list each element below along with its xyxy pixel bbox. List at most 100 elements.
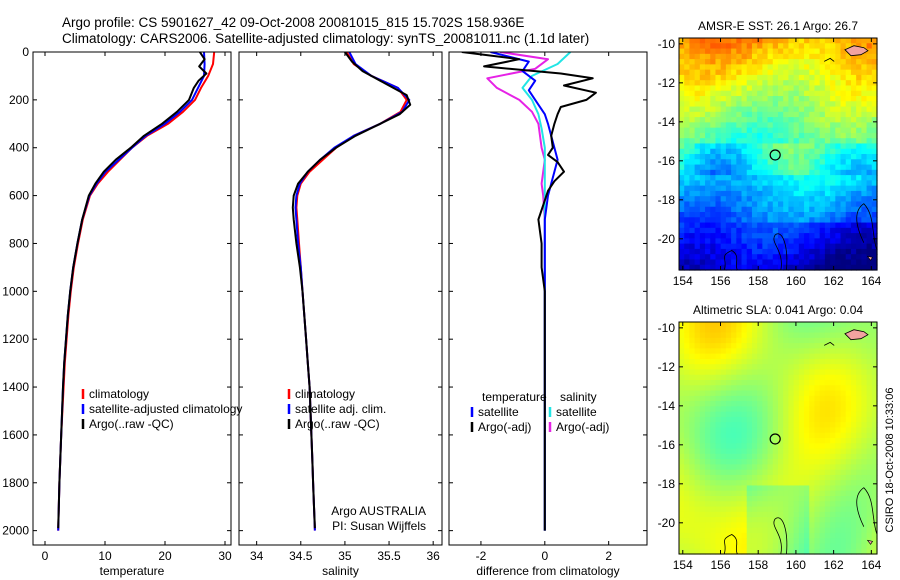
sst_map-cell [778, 90, 784, 97]
sst_map-cell [705, 169, 711, 176]
sst_map-cell [684, 222, 691, 229]
sla_map-cell [679, 517, 685, 523]
sla_map-cell [746, 490, 753, 497]
sla_map-cell [715, 322, 722, 328]
sla_map-cell [798, 548, 805, 555]
sla_map-cell [762, 496, 769, 502]
sst_map-cell [804, 80, 810, 87]
sla_map-cell [746, 432, 753, 439]
sla_map-cell [778, 474, 784, 481]
sla_map-cell [861, 517, 868, 523]
sst_map-cell [710, 138, 717, 145]
salinity-xtick-label: 35 [338, 549, 352, 563]
sla_map-cell [725, 464, 732, 471]
salinity-frame [238, 51, 443, 546]
sst_map-cell [736, 69, 743, 76]
sst_map-cell [694, 69, 701, 76]
sst_map-cell [751, 132, 758, 139]
sst_map-cell [705, 106, 711, 113]
sst_map-cell [819, 227, 826, 234]
sla_map-cell [684, 532, 691, 539]
sla_map-cell [699, 459, 706, 465]
sla_map-cell [736, 343, 743, 349]
sst_map-cell [746, 132, 753, 139]
sst_map-cell [731, 111, 737, 118]
sla_map-cell [736, 406, 743, 413]
sla_map-cell [804, 422, 810, 429]
sst_map-cell [814, 85, 821, 92]
sst_map-cell [684, 243, 691, 250]
sst_map-cell [778, 185, 784, 192]
sla_map-cell [866, 327, 873, 334]
sst_map-cell [824, 38, 831, 44]
sla_map-cell [798, 538, 805, 545]
sst_map-cell [694, 190, 701, 197]
sla_map-cell [856, 474, 862, 481]
sst_map-cell [861, 69, 868, 76]
sla_map-cell [856, 348, 862, 355]
sst_map-cell [824, 69, 831, 76]
sla_map-cell [772, 511, 779, 518]
sla_map-cell [757, 369, 763, 376]
temperature-panel: 0 10 20 30020040060080010001200140016001800… [2, 45, 242, 578]
sla_map-cell [819, 395, 826, 402]
sst_map-cell [866, 222, 873, 229]
sla_map-cell [798, 374, 805, 381]
sst_map-cell [814, 259, 821, 266]
sla_map-cell [689, 538, 696, 545]
sst_map-cell [809, 111, 816, 118]
sst_map-cell [757, 64, 763, 71]
sst_map-cell [731, 122, 737, 129]
sla_map-cell [824, 548, 831, 555]
sla_map-cell [845, 469, 852, 476]
sst_map-cell [731, 217, 737, 224]
sst_map-cell [866, 148, 873, 155]
sst_map-cell [778, 164, 784, 171]
sla_map-cell [798, 327, 805, 334]
sst_map-cell [793, 180, 800, 187]
sla_map-cell [783, 322, 790, 328]
sst_map-cell [793, 185, 800, 192]
sla_map-cell [845, 496, 852, 502]
sst_map-cell [783, 159, 790, 166]
temperature-ytick-label: 1800 [2, 476, 29, 490]
sst_map-cell [751, 254, 758, 261]
sst_map-cell [725, 154, 732, 160]
sla_map-cell [710, 474, 717, 481]
sla_map-cell [840, 390, 847, 397]
sla_map-cell [689, 364, 696, 371]
sst_map-cell [757, 233, 763, 239]
sla_map-cell [840, 369, 847, 376]
sla_map-cell [814, 459, 821, 465]
sla_map-cell [751, 496, 758, 502]
sla_map-cell [788, 385, 795, 392]
sst_map-cell [788, 238, 795, 245]
sla_map-cell [762, 427, 769, 434]
sst_map-cell [840, 175, 847, 181]
sst_map-cell [819, 212, 826, 218]
sst_map-cell [845, 74, 852, 81]
sla_map-cell [783, 453, 790, 460]
sla_map-cell [684, 322, 691, 328]
sst_map-cell [757, 85, 763, 92]
sla_map-cell [850, 380, 857, 386]
sst_map-cell [684, 154, 691, 160]
sst_map-cell [746, 206, 753, 213]
sst_map-ytick-label: -20 [658, 232, 676, 246]
sst_map-cell [835, 117, 842, 123]
sla_map-cell [731, 358, 737, 365]
sst_map-cell [705, 53, 711, 60]
sla_map-cell [705, 501, 711, 508]
sst_map-cell [741, 264, 748, 271]
sst_map-cell [845, 69, 852, 76]
sst_map-cell [715, 85, 722, 92]
sst_map-cell [835, 238, 842, 245]
sla_map-cell [751, 337, 758, 344]
sla_map-cell [705, 427, 711, 434]
sla_map-island [866, 539, 874, 545]
sla_map-cell [783, 348, 790, 355]
sla_map-cell [845, 453, 852, 460]
sla_map-cell [845, 369, 852, 376]
sla_map-cell [871, 422, 878, 429]
sla_map-cell [793, 374, 800, 381]
